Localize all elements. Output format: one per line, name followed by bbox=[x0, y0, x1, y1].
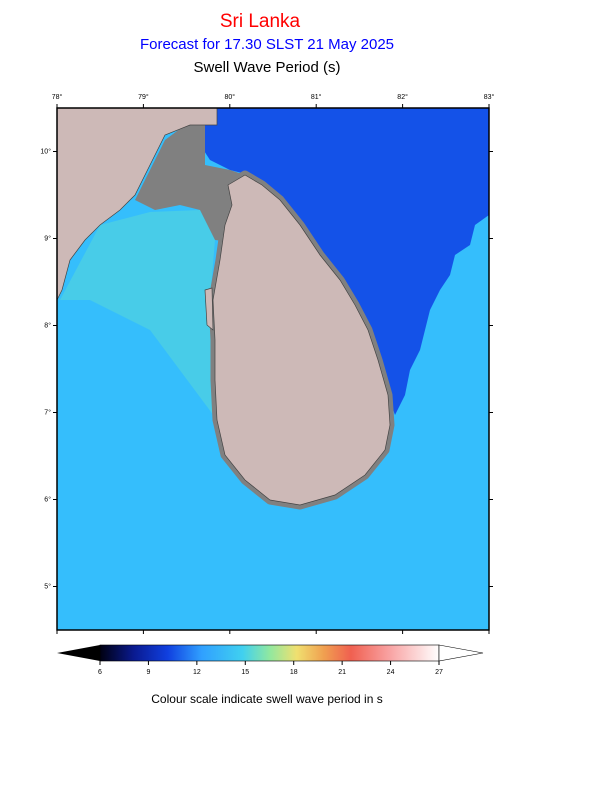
lon-tick-label: 81° bbox=[311, 93, 322, 101]
mannar-island bbox=[204, 287, 214, 331]
sri-lanka bbox=[212, 174, 391, 506]
lon-tick-label: 79° bbox=[138, 93, 149, 101]
colorbar-tick-label: 18 bbox=[290, 669, 298, 676]
colorbar-caption: Colour scale indicate swell wave period … bbox=[151, 692, 382, 706]
map-title: Sri Lanka bbox=[220, 11, 301, 32]
colorbar bbox=[57, 644, 484, 662]
colorbar-low-arrow bbox=[57, 645, 100, 661]
colorbar-tick-label: 24 bbox=[387, 669, 395, 676]
lat-tick-label: 5° bbox=[44, 582, 51, 590]
map-subtitle: Forecast for 17.30 SLST 21 May 2025 bbox=[140, 36, 394, 53]
lat-tick-label: 8° bbox=[44, 321, 51, 329]
india bbox=[56, 107, 218, 301]
gulf-of-mannar bbox=[60, 210, 217, 420]
map-area bbox=[56, 107, 490, 631]
lat-tick-label: 7° bbox=[44, 408, 51, 416]
colorbar-tick-label: 15 bbox=[241, 669, 249, 676]
lon-tick-label: 78° bbox=[52, 93, 63, 101]
colorbar-tick-label: 12 bbox=[193, 669, 201, 676]
colorbar-tick-label: 9 bbox=[146, 669, 150, 676]
colorbar-gradient bbox=[99, 644, 440, 662]
lat-tick-label: 9° bbox=[44, 234, 51, 242]
deep-swell-region bbox=[197, 108, 489, 415]
colorbar-tick-label: 6 bbox=[98, 669, 102, 676]
variable-label: Swell Wave Period (s) bbox=[194, 59, 341, 76]
colorbar-tick-label: 21 bbox=[338, 669, 346, 676]
lat-tick-label: 6° bbox=[44, 495, 51, 503]
lon-tick-label: 80° bbox=[225, 93, 236, 101]
map-frame bbox=[56, 107, 490, 631]
colorbar-high-arrow bbox=[438, 644, 484, 662]
lat-tick-label: 10° bbox=[40, 147, 51, 155]
colorbar-tick-label: 27 bbox=[435, 669, 443, 676]
lon-tick-label: 83° bbox=[484, 93, 495, 101]
lon-tick-label: 82° bbox=[397, 93, 408, 101]
